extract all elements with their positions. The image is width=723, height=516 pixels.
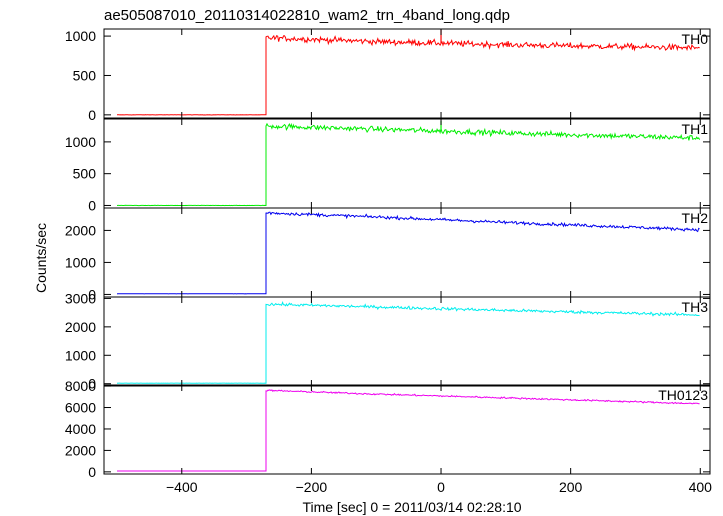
series-th2-line [116, 211, 700, 295]
x-tick-label: 200 [559, 479, 583, 495]
x-tick-label: −400 [166, 479, 198, 495]
y-tick-label: 0 [88, 376, 96, 392]
panel-frame [103, 296, 711, 387]
panel-frame [103, 207, 711, 298]
y-tick-label: 1000 [65, 347, 96, 363]
panel-frame [103, 118, 711, 209]
panel-th1: 0 500 1000 TH1 [65, 118, 711, 213]
y-axis-label: Counts/sec [33, 223, 49, 293]
panel-th0123: 0 2000 4000 6000 8000 TH0123 [65, 378, 711, 480]
series-label-th3: TH3 [682, 299, 709, 315]
series-label-th0123: TH0123 [658, 387, 708, 403]
y-tick-label: 1000 [65, 28, 96, 44]
x-tick-label: 0 [437, 479, 445, 495]
series-th0123-line [117, 389, 700, 472]
y-tick-label: 1000 [65, 134, 96, 150]
series-th1-line [116, 122, 701, 207]
y-tick-label: 500 [73, 166, 97, 182]
y-tick-label: 8000 [65, 378, 96, 394]
y-tick-label: 6000 [65, 400, 96, 416]
x-tick-label: −200 [296, 479, 328, 495]
panel-th3: 0 1000 2000 3000 TH3 [65, 290, 711, 392]
y-tick-label: 3000 [65, 290, 96, 306]
y-tick-label: 2000 [65, 442, 96, 458]
panel-frame [103, 384, 711, 475]
series-th3-line [116, 300, 700, 384]
y-tick-label: 1000 [65, 254, 96, 270]
x-tick-label: 400 [689, 479, 713, 495]
panel-th0: 0 500 1000 TH0 [65, 28, 711, 123]
y-tick-label: 0 [88, 286, 96, 302]
panel-th2: 0 1000 2000 TH2 [65, 207, 711, 302]
y-tick-label: 500 [73, 67, 97, 83]
chart-title: ae505087010_20110314022810_wam2_trn_4ban… [104, 7, 510, 24]
series-label-th1: TH1 [682, 121, 709, 137]
y-tick-label: 2000 [65, 319, 96, 335]
x-axis-label: Time [sec] 0 = 2011/03/14 02:28:10 [302, 499, 521, 515]
y-tick-label: 2000 [65, 222, 96, 238]
y-tick-label: 4000 [65, 421, 96, 437]
series-label-th2: TH2 [682, 210, 709, 226]
series-th0-line [117, 34, 700, 116]
y-tick-label: 0 [88, 107, 96, 123]
panel-frame [103, 28, 711, 119]
y-tick-label: 0 [88, 464, 96, 480]
series-label-th0: TH0 [682, 31, 709, 47]
y-tick-label: 0 [88, 197, 96, 213]
